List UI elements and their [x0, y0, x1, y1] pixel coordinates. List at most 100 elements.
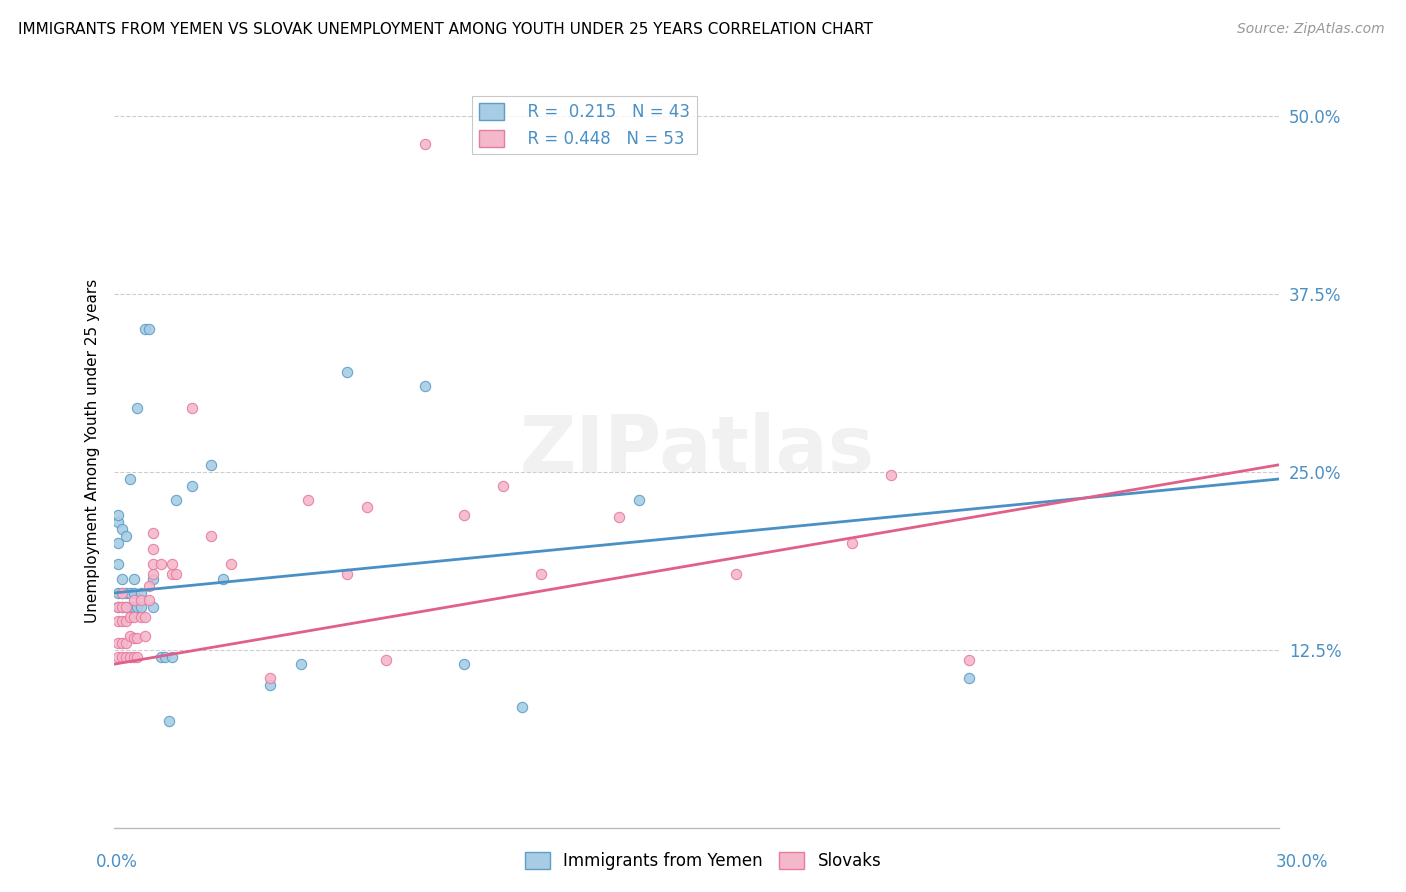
Point	[115, 636, 138, 650]
Point	[115, 586, 138, 600]
Text: ZIPatlas: ZIPatlas	[519, 412, 875, 489]
Point	[107, 650, 129, 665]
Point	[134, 610, 156, 624]
Point	[131, 586, 153, 600]
Point	[259, 672, 281, 686]
Point	[111, 650, 134, 665]
Point	[111, 522, 134, 536]
Point	[149, 650, 172, 665]
Point	[107, 600, 129, 615]
Point	[200, 458, 222, 472]
Point	[122, 632, 145, 646]
Legend: Immigrants from Yemen, Slovaks: Immigrants from Yemen, Slovaks	[517, 845, 889, 877]
Point	[142, 526, 165, 541]
Point	[142, 558, 165, 572]
Point	[122, 593, 145, 607]
Point	[122, 600, 145, 615]
Point	[142, 600, 165, 615]
Point	[413, 379, 436, 393]
Point	[115, 600, 138, 615]
Point	[107, 508, 129, 522]
Point	[122, 650, 145, 665]
Point	[134, 322, 156, 336]
Point	[131, 593, 153, 607]
Point	[107, 515, 129, 529]
Text: 30.0%: 30.0%	[1277, 853, 1329, 871]
Legend:   R =  0.215   N = 43,   R = 0.448   N = 53: R = 0.215 N = 43, R = 0.448 N = 53	[472, 96, 697, 154]
Point	[375, 653, 398, 667]
Point	[627, 493, 650, 508]
Point	[453, 657, 475, 672]
Point	[118, 650, 141, 665]
Point	[510, 699, 533, 714]
Point	[127, 600, 149, 615]
Y-axis label: Unemployment Among Youth under 25 years: Unemployment Among Youth under 25 years	[86, 278, 100, 623]
Point	[162, 558, 184, 572]
Point	[165, 493, 187, 508]
Point	[530, 567, 553, 582]
Point	[107, 615, 129, 629]
Point	[165, 567, 187, 582]
Point	[115, 615, 138, 629]
Point	[212, 572, 235, 586]
Point	[453, 508, 475, 522]
Point	[115, 529, 138, 543]
Point	[107, 536, 129, 550]
Point	[142, 572, 165, 586]
Point	[118, 586, 141, 600]
Point	[127, 401, 149, 415]
Point	[957, 672, 980, 686]
Point	[111, 600, 134, 615]
Point	[107, 600, 129, 615]
Point	[111, 586, 134, 600]
Point	[122, 610, 145, 624]
Point	[153, 650, 176, 665]
Point	[413, 137, 436, 152]
Point	[118, 472, 141, 486]
Point	[957, 653, 980, 667]
Point	[138, 593, 160, 607]
Point	[336, 365, 359, 379]
Point	[122, 572, 145, 586]
Point	[107, 558, 129, 572]
Point	[118, 600, 141, 615]
Point	[356, 500, 378, 515]
Point	[107, 636, 129, 650]
Point	[724, 567, 747, 582]
Point	[118, 629, 141, 643]
Point	[180, 479, 202, 493]
Point	[122, 586, 145, 600]
Point	[336, 567, 359, 582]
Point	[118, 610, 141, 624]
Point	[142, 567, 165, 582]
Point	[219, 558, 242, 572]
Point	[111, 636, 134, 650]
Point	[491, 479, 513, 493]
Point	[880, 467, 903, 482]
Point	[162, 650, 184, 665]
Point	[259, 678, 281, 692]
Point	[138, 322, 160, 336]
Point	[111, 572, 134, 586]
Text: IMMIGRANTS FROM YEMEN VS SLOVAK UNEMPLOYMENT AMONG YOUTH UNDER 25 YEARS CORRELAT: IMMIGRANTS FROM YEMEN VS SLOVAK UNEMPLOY…	[18, 22, 873, 37]
Point	[138, 579, 160, 593]
Point	[131, 610, 153, 624]
Text: 0.0%: 0.0%	[96, 853, 138, 871]
Point	[297, 493, 319, 508]
Point	[157, 714, 180, 728]
Point	[127, 650, 149, 665]
Point	[107, 586, 129, 600]
Point	[134, 629, 156, 643]
Point	[180, 401, 202, 415]
Point	[607, 510, 630, 524]
Point	[115, 600, 138, 615]
Point	[127, 632, 149, 646]
Point	[142, 541, 165, 556]
Point	[111, 600, 134, 615]
Point	[111, 615, 134, 629]
Point	[290, 657, 312, 672]
Point	[200, 529, 222, 543]
Point	[131, 600, 153, 615]
Text: Source: ZipAtlas.com: Source: ZipAtlas.com	[1237, 22, 1385, 37]
Point	[162, 567, 184, 582]
